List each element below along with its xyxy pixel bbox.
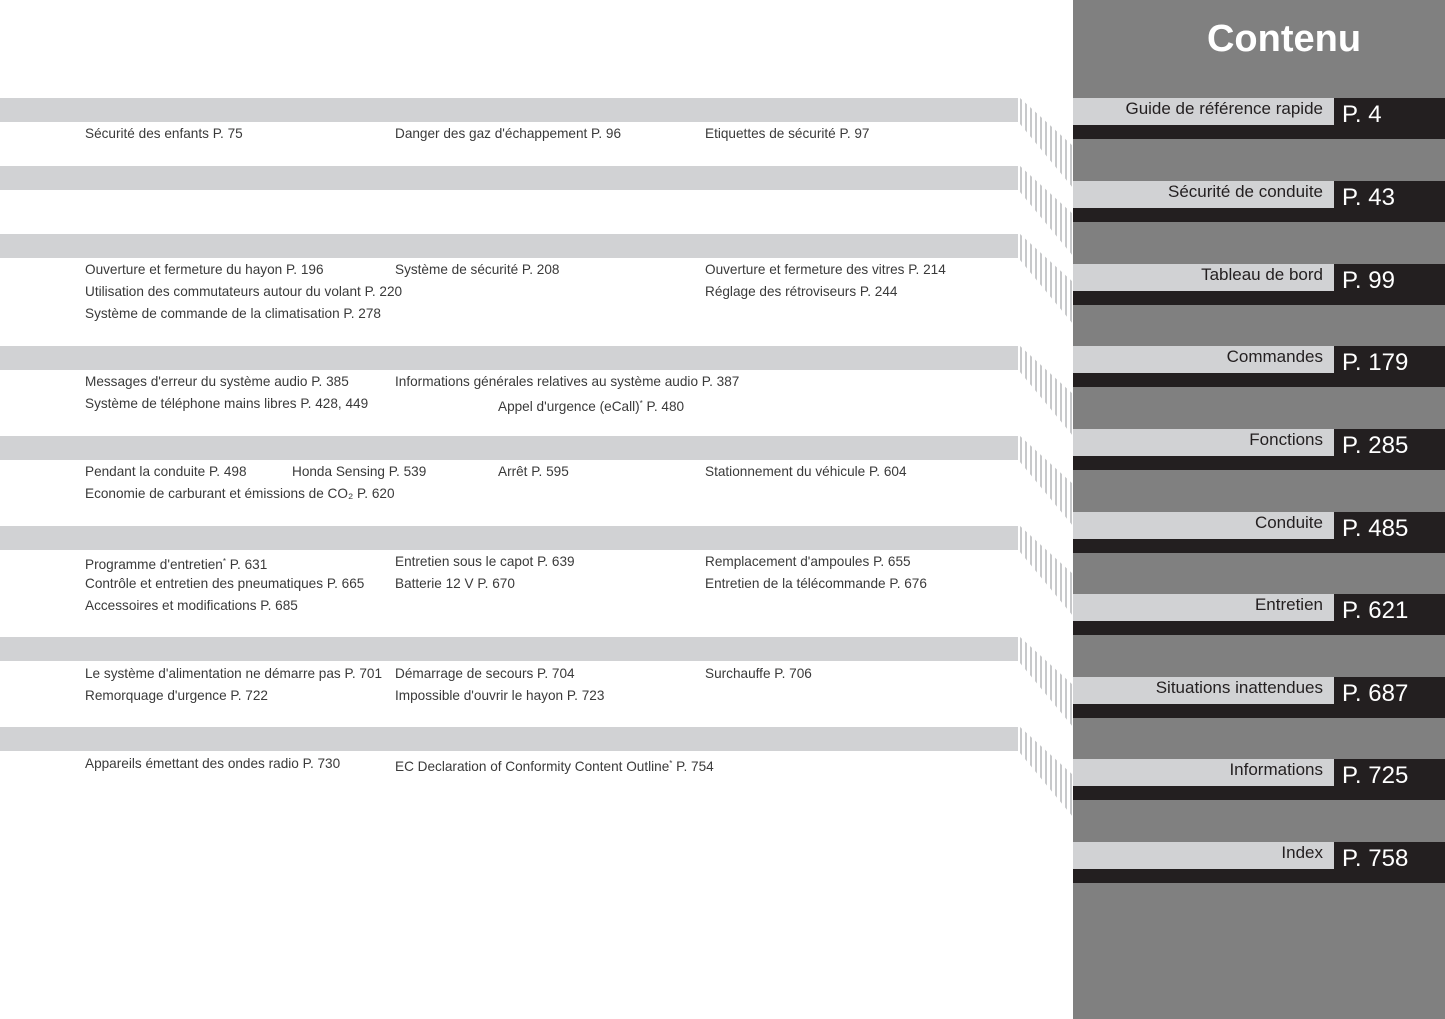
chapter-tab-label: Situations inattendues	[1073, 677, 1334, 704]
toc-link[interactable]: Appel d'urgence (eCall)* P. 480	[498, 395, 684, 416]
chapter-tab-instrument-panel[interactable]: Tableau de bord P. 99	[1073, 264, 1445, 305]
connector-hatch	[1020, 166, 1073, 256]
toc-link[interactable]: Réglage des rétroviseurs P. 244	[705, 284, 898, 299]
toc-link[interactable]: Batterie 12 V P. 670	[395, 576, 515, 591]
chapter-tab-information[interactable]: Informations P. 725	[1073, 759, 1445, 800]
toc-link[interactable]: Economie de carburant et émissions de CO…	[85, 486, 395, 501]
toc-link[interactable]: Utilisation des commutateurs autour du v…	[85, 284, 403, 299]
connector-hatching	[1020, 98, 1073, 817]
connector-hatch	[1020, 436, 1073, 526]
chapter-tab-features[interactable]: Fonctions P. 285	[1073, 429, 1445, 470]
footnote-mark: *	[639, 399, 643, 408]
toc-link-page: P. 480	[642, 399, 685, 414]
chapter-tab-page: P. 621	[1342, 597, 1409, 624]
chapter-tab-label: Commandes	[1073, 346, 1334, 373]
toc-link[interactable]: Programme d'entretien* P. 631	[85, 553, 267, 574]
toc-link[interactable]: Ouverture et fermeture des vitres P. 214	[705, 262, 946, 277]
chapter-tab-label: Conduite	[1073, 512, 1334, 539]
section-bar	[0, 526, 1018, 550]
toc-link[interactable]: Danger des gaz d'échappement P. 96	[395, 126, 622, 141]
chapter-tab-page: P. 687	[1342, 680, 1409, 707]
toc-link[interactable]: Remorquage d'urgence P. 722	[85, 688, 268, 703]
toc-link[interactable]: Sécurité des enfants P. 75	[85, 126, 243, 141]
chapter-tab-label: Informations	[1073, 759, 1334, 786]
toc-link[interactable]: Entretien de la télécommande P. 676	[705, 576, 927, 591]
connector-hatch	[1020, 98, 1073, 188]
toc-link[interactable]: Informations générales relatives au syst…	[395, 374, 740, 389]
toc-link[interactable]: Surchauffe P. 706	[705, 666, 812, 681]
toc-link[interactable]: Messages d'erreur du système audio P. 38…	[85, 374, 349, 389]
toc-link[interactable]: Accessoires et modifications P. 685	[85, 598, 298, 613]
connector-hatch	[1020, 234, 1073, 324]
chapter-tab-label: Fonctions	[1073, 429, 1334, 456]
chapter-tab-label: Index	[1073, 842, 1334, 869]
chapter-sidebar: Contenu Guide de référence rapide P. 4 Sé…	[1073, 0, 1445, 1019]
chapter-tab-page: P. 758	[1342, 845, 1409, 872]
chapter-tab-driving[interactable]: Conduite P. 485	[1073, 512, 1445, 553]
toc-link[interactable]: Démarrage de secours P. 704	[395, 666, 575, 681]
toc-link[interactable]: Appareils émettant des ondes radio P. 73…	[85, 756, 341, 771]
connector-hatch	[1020, 637, 1073, 727]
chapter-tab-page: P. 285	[1342, 432, 1409, 459]
toc-link[interactable]: Etiquettes de sécurité P. 97	[705, 126, 870, 141]
chapter-tab-label: Tableau de bord	[1073, 264, 1334, 291]
section-bar	[0, 637, 1018, 661]
section-bar	[0, 98, 1018, 122]
toc-link[interactable]: Entretien sous le capot P. 639	[395, 554, 575, 569]
footnote-mark: *	[222, 557, 226, 566]
toc-link[interactable]: Ouverture et fermeture du hayon P. 196	[85, 262, 324, 277]
chapter-tab-label: Entretien	[1073, 594, 1334, 621]
section-bar	[0, 346, 1018, 370]
toc-link-text: EC Declaration of Conformity Content Out…	[395, 759, 670, 774]
section-bar	[0, 166, 1018, 190]
toc-link-page: P. 631	[225, 557, 268, 572]
chapter-tab-page: P. 179	[1342, 349, 1409, 376]
section-bar	[0, 436, 1018, 460]
section-bar	[0, 234, 1018, 258]
toc-link-text: Appel d'urgence (eCall)	[498, 399, 640, 414]
connector-hatch	[1020, 526, 1073, 616]
connector-hatch	[1020, 346, 1073, 436]
toc-link[interactable]: Le système d'alimentation ne démarre pas…	[85, 666, 383, 681]
chapter-tab-page: P. 43	[1342, 184, 1395, 211]
chapter-tab-page: P. 99	[1342, 267, 1395, 294]
chapter-tab-controls[interactable]: Commandes P. 179	[1073, 346, 1445, 387]
chapter-tab-unexpected[interactable]: Situations inattendues P. 687	[1073, 677, 1445, 718]
chapter-tab-index[interactable]: Index P. 758	[1073, 842, 1445, 883]
page-title: Contenu	[1206, 18, 1362, 60]
toc-link[interactable]: Impossible d'ouvrir le hayon P. 723	[395, 688, 605, 703]
toc-link[interactable]: Honda Sensing P. 539	[292, 464, 427, 479]
toc-link[interactable]: Système de téléphone mains libres P. 428…	[85, 396, 369, 411]
toc-link[interactable]: Pendant la conduite P. 498	[85, 464, 247, 479]
chapter-tab-maintenance[interactable]: Entretien P. 621	[1073, 594, 1445, 635]
chapter-tab-label: Sécurité de conduite	[1073, 181, 1334, 208]
toc-link-text: Programme d'entretien	[85, 557, 223, 572]
chapter-tab-page: P. 725	[1342, 762, 1409, 789]
chapter-tab-page: P. 4	[1342, 101, 1382, 128]
toc-link[interactable]: Arrêt P. 595	[498, 464, 569, 479]
section-bar	[0, 727, 1018, 751]
toc-link[interactable]: EC Declaration of Conformity Content Out…	[395, 755, 714, 776]
chapter-tab-quick-reference[interactable]: Guide de référence rapide P. 4	[1073, 98, 1445, 139]
chapter-tab-safe-driving[interactable]: Sécurité de conduite P. 43	[1073, 181, 1445, 222]
toc-link[interactable]: Contrôle et entretien des pneumatiques P…	[85, 576, 365, 591]
chapter-tab-page: P. 485	[1342, 515, 1409, 542]
toc-link[interactable]: Remplacement d'ampoules P. 655	[705, 554, 911, 569]
toc-link[interactable]: Système de sécurité P. 208	[395, 262, 560, 277]
toc-link[interactable]: Stationnement du véhicule P. 604	[705, 464, 907, 479]
toc-link[interactable]: Système de commande de la climatisation …	[85, 306, 381, 321]
footnote-mark: *	[669, 759, 673, 768]
connector-hatch	[1020, 727, 1073, 817]
chapter-tab-label: Guide de référence rapide	[1073, 98, 1334, 125]
toc-link-page: P. 754	[672, 759, 714, 774]
